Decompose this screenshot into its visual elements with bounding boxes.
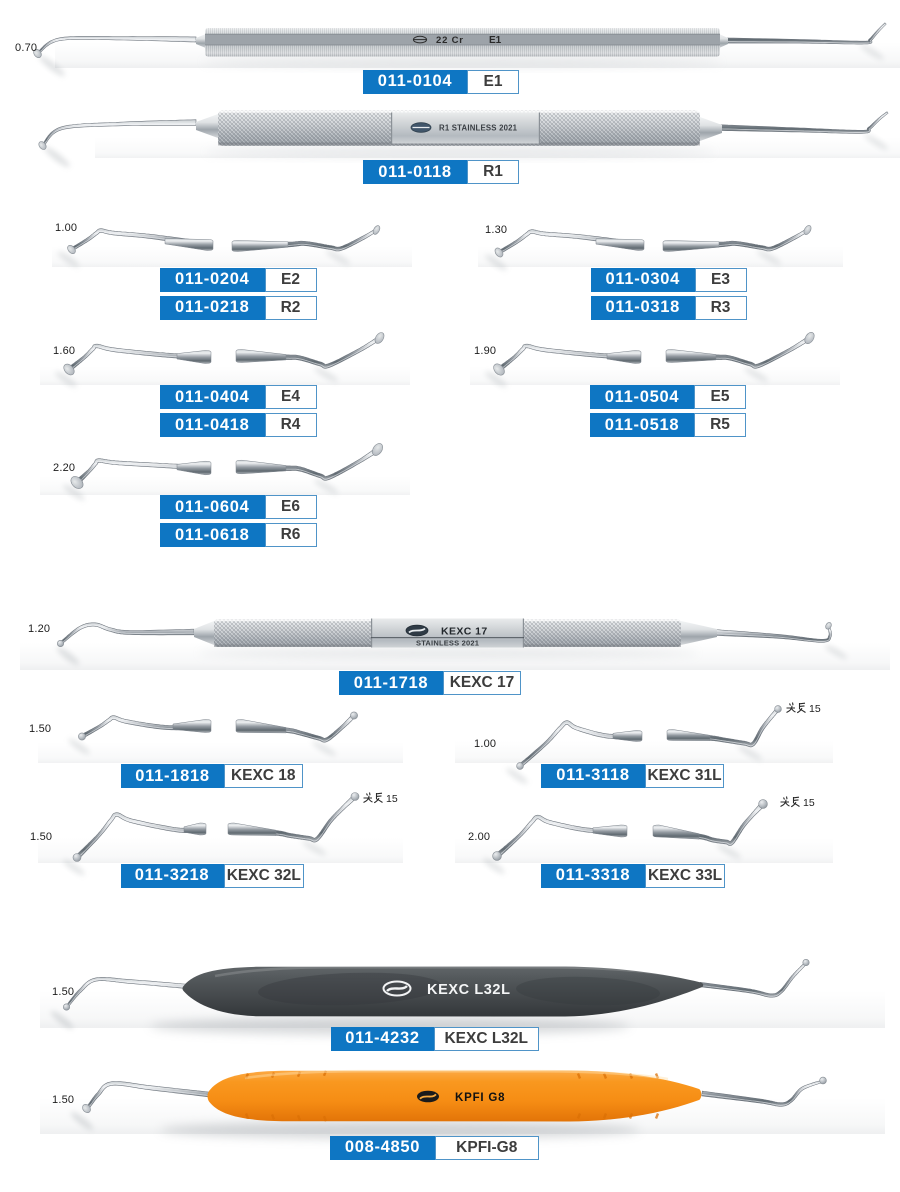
svg-text:15: 15 [809,703,821,715]
svg-text:KEXC 17: KEXC 17 [441,626,488,638]
svg-text:KPFI G8: KPFI G8 [455,1092,505,1104]
svg-text:15: 15 [386,793,398,805]
svg-text:STAINLESS 2021: STAINLESS 2021 [416,639,479,648]
svg-text:22 Cr: 22 Cr [436,35,464,46]
svg-text:15: 15 [803,797,815,809]
svg-text:R1 STAINLESS 2021: R1 STAINLESS 2021 [439,124,518,133]
svg-text:E1: E1 [489,35,502,46]
svg-text:KEXC L32L: KEXC L32L [427,982,511,998]
